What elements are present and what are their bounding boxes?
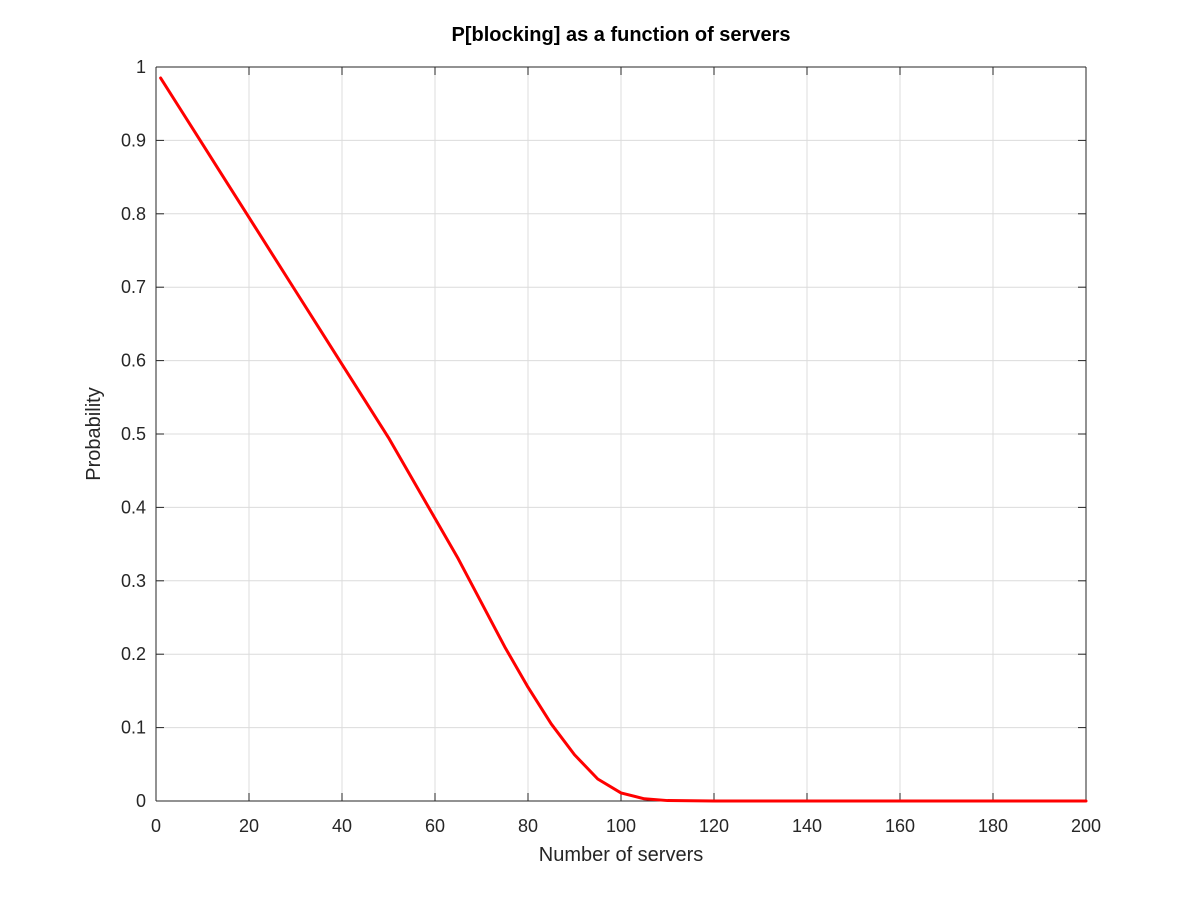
x-tick-label: 80 <box>518 816 538 836</box>
x-tick-label: 180 <box>978 816 1008 836</box>
ticks-layer: 0 20 40 60 80 100 120 140 160 180 200 0 0.1 0.2 0.3 0.4… <box>121 57 1101 836</box>
grid-layer <box>155 66 1087 802</box>
series-layer <box>159 76 1088 803</box>
x-tick-label: 200 <box>1071 816 1101 836</box>
y-tick-label: 0.1 <box>121 718 146 738</box>
x-tick-label: 100 <box>606 816 636 836</box>
y-tick-label: 0.7 <box>121 277 146 297</box>
series-line <box>159 76 1088 803</box>
x-tick-label: 0 <box>151 816 161 836</box>
x-tick-label: 60 <box>425 816 445 836</box>
y-tick-label: 0.8 <box>121 204 146 224</box>
x-tick-label: 160 <box>885 816 915 836</box>
y-axis-label: Probability <box>83 387 105 480</box>
x-tick-label: 140 <box>792 816 822 836</box>
x-tick-label: 40 <box>332 816 352 836</box>
y-tick-label: 0.4 <box>121 497 146 517</box>
y-tick-label: 0.2 <box>121 644 146 664</box>
x-axis-label: Number of servers <box>539 844 704 866</box>
y-tick-label: 0.3 <box>121 571 146 591</box>
y-tick-label: 0.5 <box>121 424 146 444</box>
y-tick-label: 0 <box>136 791 146 811</box>
y-tick-label: 0.6 <box>121 351 146 371</box>
x-tick-label: 120 <box>699 816 729 836</box>
x-tick-label: 20 <box>239 816 259 836</box>
y-tick-label: 1 <box>136 57 146 77</box>
y-tick-label: 0.9 <box>121 130 146 150</box>
chart-title: P[blocking] as a function of servers <box>452 24 791 46</box>
